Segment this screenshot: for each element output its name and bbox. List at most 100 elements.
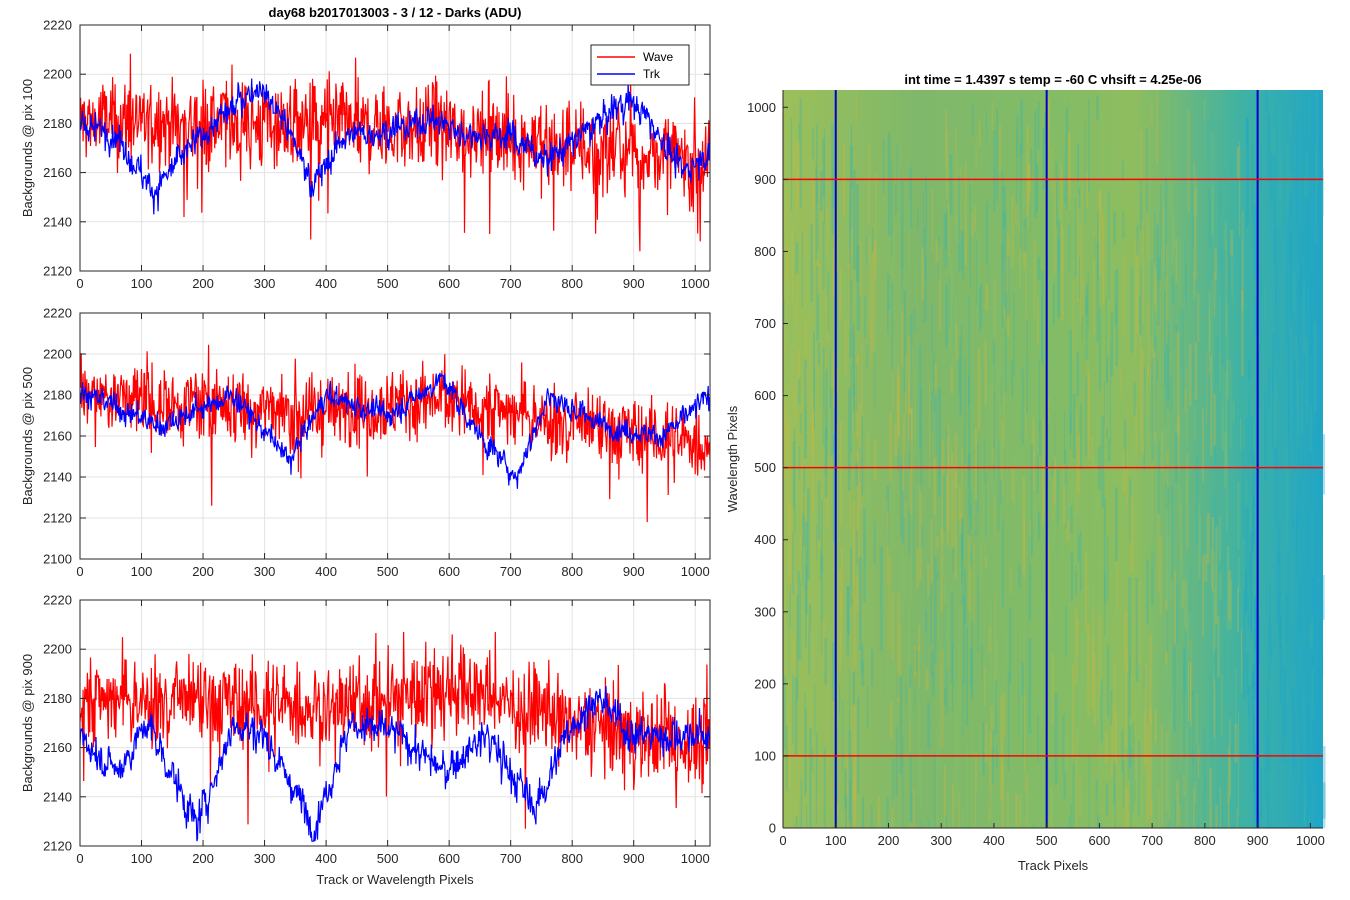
x-tick-label: 700 (500, 276, 522, 291)
x-tick-label: 100 (131, 564, 153, 579)
legend-entry: Wave (643, 50, 674, 64)
axes-box (79, 24, 711, 272)
y-tick-label: 2220 (43, 18, 72, 33)
x-tick-label: 300 (930, 833, 952, 848)
x-tick-label: 400 (983, 833, 1005, 848)
y-tick-label: 2180 (43, 116, 72, 131)
series-line-trk (80, 78, 710, 215)
y-tick-label: 2140 (43, 789, 72, 804)
x-tick-label: 900 (623, 851, 645, 866)
x-tick-label: 0 (76, 564, 83, 579)
x-tick-label: 500 (377, 851, 399, 866)
x-tick-label: 1000 (681, 276, 710, 291)
y-tick-label: 0 (769, 821, 776, 836)
heatmap-title: int time = 1.4397 s temp = -60 C vhsift … (904, 72, 1201, 87)
x-tick-label: 300 (254, 851, 276, 866)
y-tick-label: 200 (754, 676, 776, 691)
series-line-trk (80, 372, 710, 489)
y-tick-label: 300 (754, 604, 776, 619)
axes-box (79, 599, 711, 847)
x-tick-label: 800 (561, 276, 583, 291)
y-tick-label: 2140 (43, 214, 72, 229)
y-tick-label: 2120 (43, 511, 72, 526)
heatmap-image (783, 90, 1323, 828)
x-tick-label: 500 (377, 276, 399, 291)
plot-panel-pix-100: 0 100 200 300 400 500 600 700 800 900 1000 2120 2140… (20, 5, 711, 291)
x-tick-label: 1000 (681, 851, 710, 866)
x-tick-label: 400 (315, 564, 337, 579)
x-tick-label: 400 (315, 851, 337, 866)
x-tick-label: 200 (192, 564, 214, 579)
x-tick-label: 500 (1036, 833, 1058, 848)
y-tick-label: 1000 (747, 100, 776, 115)
x-axis-label: Track or Wavelength Pixels (316, 872, 474, 887)
x-tick-label: 700 (1141, 833, 1163, 848)
y-tick-label: 2200 (43, 67, 72, 82)
x-tick-label: 100 (825, 833, 847, 848)
y-axis-label: Backgrounds @ pix 500 (20, 367, 35, 505)
x-tick-label: 200 (192, 276, 214, 291)
x-tick-label: 500 (377, 564, 399, 579)
y-tick-label: 2200 (43, 642, 72, 657)
y-tick-label: 2120 (43, 264, 72, 279)
y-axis-label: Backgrounds @ pix 100 (20, 79, 35, 217)
y-tick-label: 800 (754, 244, 776, 259)
y-tick-label: 2220 (43, 593, 72, 608)
x-tick-label: 600 (438, 851, 460, 866)
y-tick-label: 400 (754, 532, 776, 547)
x-tick-label: 600 (1089, 833, 1111, 848)
x-tick-label: 0 (76, 851, 83, 866)
y-tick-label: 2160 (43, 740, 72, 755)
x-tick-label: 0 (779, 833, 786, 848)
x-tick-label: 200 (878, 833, 900, 848)
x-tick-label: 600 (438, 276, 460, 291)
x-tick-label: 100 (131, 851, 153, 866)
x-tick-label: 1000 (1296, 833, 1325, 848)
x-tick-label: 900 (623, 276, 645, 291)
y-axis-label: Wavelength Pixels (725, 405, 740, 512)
x-tick-label: 700 (500, 564, 522, 579)
x-axis-label: Track Pixels (1018, 858, 1089, 873)
x-tick-label: 700 (500, 851, 522, 866)
y-tick-label: 2180 (43, 388, 72, 403)
y-tick-label: 900 (754, 172, 776, 187)
x-tick-label: 800 (1194, 833, 1216, 848)
heatmap-panel: 0 100 200 300 400 500 600 700 800 900 1000 0 100 200 3… (725, 72, 1326, 873)
legend: Wave Trk (590, 44, 690, 86)
x-tick-label: 200 (192, 851, 214, 866)
y-tick-label: 2160 (43, 429, 72, 444)
x-tick-label: 400 (315, 276, 337, 291)
y-tick-label: 2200 (43, 347, 72, 362)
chart-title: day68 b2017013003 - 3 / 12 - Darks (ADU) (269, 5, 522, 20)
y-tick-label: 600 (754, 388, 776, 403)
y-tick-label: 2180 (43, 691, 72, 706)
y-axis-label: Backgrounds @ pix 900 (20, 654, 35, 792)
x-tick-label: 100 (131, 276, 153, 291)
y-tick-label: 2120 (43, 839, 72, 854)
y-tick-label: 500 (754, 460, 776, 475)
y-tick-label: 2160 (43, 165, 72, 180)
x-tick-label: 900 (1247, 833, 1269, 848)
x-tick-label: 0 (76, 276, 83, 291)
series-line-trk (80, 686, 710, 842)
y-tick-label: 700 (754, 316, 776, 331)
x-tick-label: 1000 (681, 564, 710, 579)
y-tick-label: 2140 (43, 470, 72, 485)
x-tick-label: 300 (254, 276, 276, 291)
y-tick-label: 100 (754, 748, 776, 763)
y-tick-label: 2220 (43, 306, 72, 321)
series-line-wave (80, 631, 710, 829)
x-tick-label: 300 (254, 564, 276, 579)
x-tick-label: 600 (438, 564, 460, 579)
legend-entry: Trk (643, 67, 661, 81)
heatmap-texture (783, 90, 1326, 828)
x-tick-label: 800 (561, 851, 583, 866)
series-line-wave (80, 344, 710, 523)
legend-box (590, 44, 690, 86)
plot-panel-pix-500: 0 100 200 300 400 500 600 700 800 900 1000 2100 2120… (20, 306, 711, 579)
plot-panel-pix-900: 0 100 200 300 400 500 600 700 800 900 1000 2120 2140… (20, 593, 711, 887)
x-tick-label: 900 (623, 564, 645, 579)
x-tick-label: 800 (561, 564, 583, 579)
y-tick-label: 2100 (43, 552, 72, 567)
